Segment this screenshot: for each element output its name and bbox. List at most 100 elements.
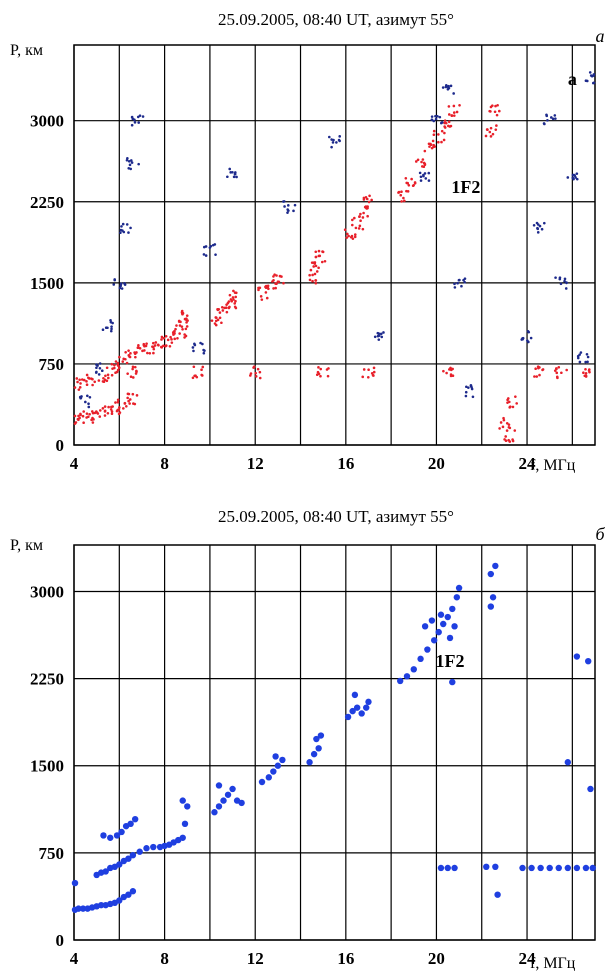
data-point-a-s0: [79, 413, 82, 417]
data-point-a-s1: [97, 373, 101, 376]
data-point-a-s1: [529, 336, 533, 340]
data-point-b-s0: [582, 864, 590, 872]
data-point-a-s1: [563, 279, 566, 283]
data-point-a-s0: [123, 402, 127, 405]
data-point-b-s0: [118, 828, 125, 836]
x-tick-label-a: 24: [519, 454, 537, 473]
data-point-a-s0: [91, 421, 95, 424]
data-point-a-s0: [274, 286, 277, 290]
data-point-a-s0: [131, 376, 135, 379]
data-point-a-s0: [447, 120, 451, 124]
data-point-a-s0: [264, 291, 268, 294]
data-point-a-s1: [293, 203, 297, 207]
data-point-a-s0: [318, 254, 322, 258]
data-point-a-s0: [498, 109, 501, 113]
data-point-a-s1: [456, 281, 459, 285]
data-point-a-s1: [418, 171, 422, 175]
data-point-a-s0: [127, 349, 130, 352]
data-point-a-s0: [488, 130, 492, 134]
data-point-a-s0: [488, 109, 491, 113]
data-point-a-s0: [87, 376, 90, 380]
data-point-a-s0: [584, 367, 587, 371]
data-point-b-s0: [125, 891, 132, 898]
data-point-a-s0: [443, 131, 446, 135]
data-point-b-s0: [143, 845, 150, 852]
data-point-a-s0: [421, 158, 425, 161]
data-point-a-s1: [422, 173, 425, 177]
data-point-a-s0: [347, 234, 350, 238]
data-point-a-s1: [137, 121, 141, 124]
data-point-a-s0: [541, 368, 544, 372]
data-point-a-s1: [566, 176, 570, 179]
data-point-a-s0: [489, 105, 493, 109]
data-point-b-s0: [446, 634, 454, 642]
x-tick-label-a: 20: [428, 454, 445, 473]
data-point-a-s0: [458, 103, 461, 107]
data-point-a-s1: [430, 115, 434, 118]
data-point-a-s0: [326, 374, 330, 378]
data-point-a-s0: [88, 412, 91, 416]
data-point-a-s1: [536, 223, 540, 226]
data-point-b-s0: [150, 843, 157, 851]
data-point-a-s0: [85, 383, 89, 387]
data-point-a-s0: [160, 338, 163, 341]
data-point-a-s1: [441, 86, 445, 89]
data-point-a-s0: [317, 266, 320, 270]
data-point-a-s1: [586, 360, 589, 364]
data-point-a-s1: [202, 348, 205, 352]
data-point-a-s0: [343, 228, 347, 231]
data-point-b-s0: [537, 864, 544, 872]
data-point-a-s0: [131, 392, 135, 396]
data-point-a-s0: [437, 140, 440, 144]
data-point-a-s0: [174, 327, 177, 331]
data-point-a-s1: [110, 325, 113, 328]
data-point-a-s1: [228, 167, 232, 171]
data-point-a-s1: [565, 281, 568, 285]
x-tick-label-a: 16: [337, 454, 354, 473]
chart-panel-a: 25.09.2005, 08:40 UT, азимут 55° а P, км…: [10, 10, 605, 474]
data-point-a-s0: [367, 368, 370, 372]
data-point-a-s0: [442, 138, 446, 142]
data-point-a-s0: [75, 377, 79, 380]
data-point-a-s1: [592, 81, 596, 85]
data-point-a-s0: [443, 119, 447, 122]
data-point-a-s0: [515, 402, 518, 405]
data-point-a-s0: [81, 414, 85, 418]
data-point-a-s1: [110, 327, 113, 331]
data-point-a-s0: [366, 214, 369, 218]
chart-panel-b: 25.09.2005, 08:40 UT, азимут 55° б P, км…: [10, 507, 605, 972]
data-point-a-s0: [128, 398, 132, 401]
data-point-a-s1: [119, 284, 123, 288]
data-point-a-s0: [309, 268, 313, 272]
data-point-a-s1: [578, 360, 582, 364]
data-point-a-s0: [423, 149, 427, 153]
data-point-a-s0: [124, 351, 127, 354]
data-point-a-s0: [185, 314, 189, 317]
data-point-a-s0: [111, 367, 114, 370]
y-tick-label-b: 2250: [30, 670, 64, 689]
data-point-a-s1: [327, 135, 331, 139]
data-point-a-s0: [280, 275, 283, 278]
data-point-a-s0: [132, 402, 135, 405]
data-point-a-s0: [164, 344, 168, 347]
data-point-a-s1: [331, 141, 335, 144]
data-point-a-s0: [232, 289, 235, 293]
data-point-a-s0: [122, 407, 125, 410]
data-point-a-s0: [452, 114, 456, 117]
data-point-a-s1: [120, 225, 123, 228]
data-point-a-s1: [585, 79, 589, 83]
data-point-a-s0: [351, 223, 354, 227]
data-point-a-s0: [403, 199, 406, 203]
data-point-a-s0: [110, 362, 114, 366]
data-point-a-s0: [313, 272, 317, 276]
x-tick-label-b: 12: [247, 949, 264, 968]
data-point-a-s1: [141, 115, 145, 118]
data-point-a-s0: [117, 408, 121, 412]
data-point-a-s0: [484, 134, 488, 138]
data-point-a-s0: [233, 302, 237, 305]
data-point-a-s1: [542, 221, 546, 225]
data-point-b-s0: [444, 613, 451, 621]
y-tick-label-a: 1500: [30, 274, 64, 293]
data-point-a-s0: [214, 323, 218, 327]
data-point-b-s0: [519, 864, 526, 872]
